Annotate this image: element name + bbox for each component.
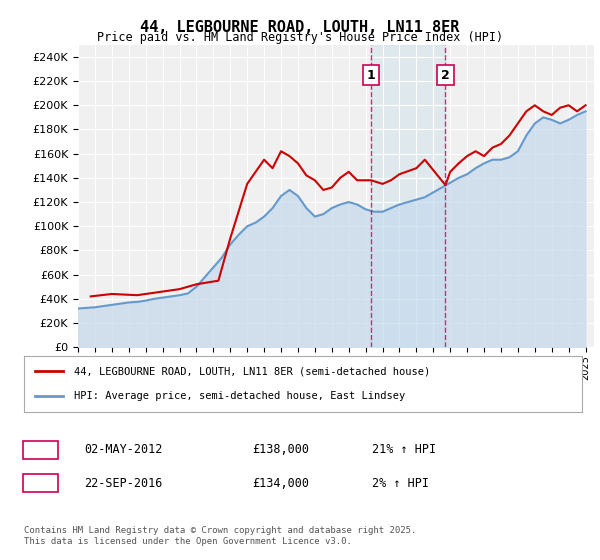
Text: Contains HM Land Registry data © Crown copyright and database right 2025.
This d: Contains HM Land Registry data © Crown c… <box>24 526 416 546</box>
Text: 2% ↑ HPI: 2% ↑ HPI <box>372 477 429 490</box>
Text: 2: 2 <box>37 477 44 490</box>
Text: 21% ↑ HPI: 21% ↑ HPI <box>372 443 436 456</box>
Text: 22-SEP-2016: 22-SEP-2016 <box>84 477 163 490</box>
Text: 02-MAY-2012: 02-MAY-2012 <box>84 443 163 456</box>
Text: 1: 1 <box>367 69 376 82</box>
Text: £134,000: £134,000 <box>252 477 309 490</box>
Text: £138,000: £138,000 <box>252 443 309 456</box>
Text: 1: 1 <box>37 443 44 456</box>
Text: 44, LEGBOURNE ROAD, LOUTH, LN11 8ER (semi-detached house): 44, LEGBOURNE ROAD, LOUTH, LN11 8ER (sem… <box>74 366 430 376</box>
Text: 2: 2 <box>441 69 450 82</box>
Text: Price paid vs. HM Land Registry's House Price Index (HPI): Price paid vs. HM Land Registry's House … <box>97 31 503 44</box>
Text: HPI: Average price, semi-detached house, East Lindsey: HPI: Average price, semi-detached house,… <box>74 391 406 401</box>
Bar <box>371 45 445 347</box>
Text: 44, LEGBOURNE ROAD, LOUTH, LN11 8ER: 44, LEGBOURNE ROAD, LOUTH, LN11 8ER <box>140 20 460 35</box>
